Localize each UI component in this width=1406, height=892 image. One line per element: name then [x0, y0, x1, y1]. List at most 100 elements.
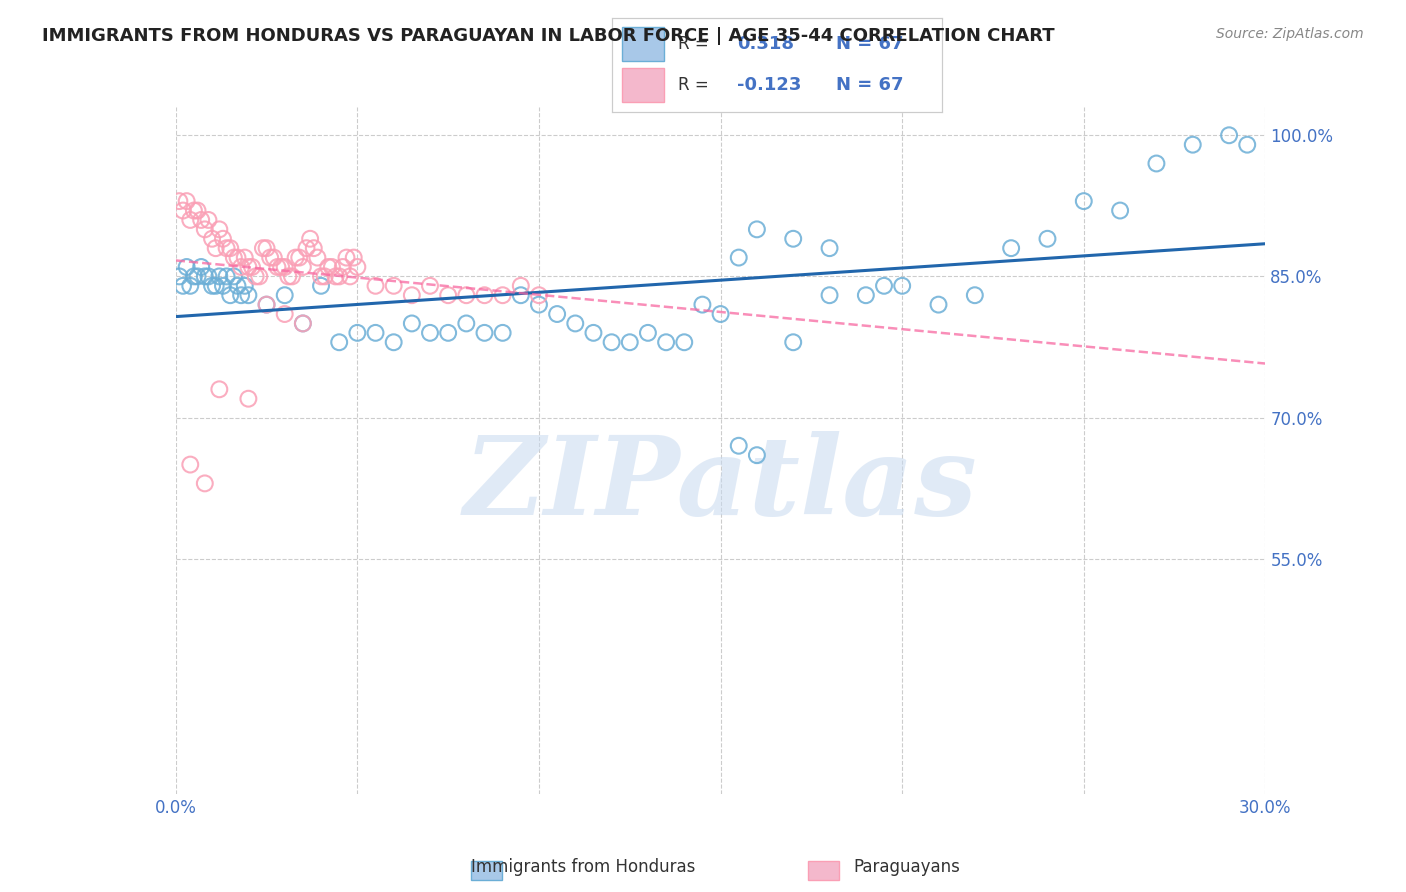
Text: IMMIGRANTS FROM HONDURAS VS PARAGUAYAN IN LABOR FORCE | AGE 35-44 CORRELATION CH: IMMIGRANTS FROM HONDURAS VS PARAGUAYAN I… [42, 27, 1054, 45]
Point [963, 288, 986, 302]
Point [281, 269, 304, 284]
Point [1146, 156, 1168, 170]
Point [208, 382, 231, 396]
Point [873, 278, 896, 293]
Point [215, 241, 238, 255]
Point [169, 194, 191, 208]
Point [727, 439, 749, 453]
Point [456, 288, 478, 302]
FancyBboxPatch shape [621, 69, 665, 103]
Point [456, 317, 478, 331]
Point [186, 203, 209, 218]
Point [238, 260, 260, 274]
Point [321, 260, 343, 274]
Text: N = 67: N = 67 [837, 77, 904, 95]
Point [314, 269, 336, 284]
Point [928, 298, 950, 312]
Point [197, 269, 219, 284]
Point [259, 251, 281, 265]
Point [546, 307, 568, 321]
Point [263, 251, 285, 265]
Text: N = 67: N = 67 [837, 35, 904, 53]
Point [309, 269, 332, 284]
Point [745, 222, 768, 236]
Point [179, 213, 201, 227]
Point [727, 251, 749, 265]
Point [252, 241, 274, 255]
Point [637, 326, 659, 340]
Point [197, 213, 219, 227]
Point [509, 288, 531, 302]
Point [226, 251, 249, 265]
Point [291, 260, 314, 274]
Point [219, 288, 242, 302]
Point [238, 392, 260, 406]
Point [291, 317, 314, 331]
Point [364, 278, 387, 293]
Point [309, 278, 332, 293]
Point [215, 269, 238, 284]
Point [247, 269, 270, 284]
Point [335, 251, 357, 265]
Point [183, 269, 205, 284]
Point [266, 260, 288, 274]
Text: Paraguayans: Paraguayans [853, 858, 960, 876]
Point [219, 241, 242, 255]
Point [172, 278, 194, 293]
Point [201, 278, 224, 293]
Point [782, 232, 804, 246]
Point [364, 326, 387, 340]
Point [291, 317, 314, 331]
Point [194, 476, 217, 491]
Point [226, 278, 249, 293]
Point [745, 448, 768, 462]
Point [582, 326, 605, 340]
Point [222, 269, 245, 284]
Point [437, 288, 460, 302]
Point [527, 298, 550, 312]
Point [186, 269, 209, 284]
Point [401, 317, 423, 331]
Point [619, 335, 641, 350]
Point [274, 307, 297, 321]
Point [1218, 128, 1240, 143]
Point [328, 335, 350, 350]
Text: 0.318: 0.318 [737, 35, 794, 53]
FancyBboxPatch shape [621, 28, 665, 61]
Point [818, 288, 841, 302]
Point [343, 251, 366, 265]
Point [492, 288, 515, 302]
Point [1109, 203, 1132, 218]
Point [818, 241, 841, 255]
Point [382, 335, 405, 350]
Point [382, 278, 405, 293]
Point [233, 251, 256, 265]
Point [245, 269, 267, 284]
Point [277, 269, 299, 284]
Point [212, 232, 235, 246]
Point [240, 260, 263, 274]
Text: R =: R = [678, 77, 709, 95]
Point [179, 278, 201, 293]
Point [655, 335, 678, 350]
Point [256, 298, 278, 312]
Text: -0.123: -0.123 [737, 77, 801, 95]
Point [782, 335, 804, 350]
Point [710, 307, 733, 321]
Point [176, 260, 198, 274]
Point [527, 288, 550, 302]
Point [274, 288, 297, 302]
Point [318, 260, 340, 274]
Point [855, 288, 877, 302]
Point [346, 326, 368, 340]
Point [204, 241, 226, 255]
Point [288, 251, 311, 265]
Point [299, 232, 322, 246]
Point [274, 260, 297, 274]
Point [176, 194, 198, 208]
Text: ZIPatlas: ZIPatlas [464, 431, 977, 539]
Text: Immigrants from Honduras: Immigrants from Honduras [471, 858, 696, 876]
Text: R =: R = [678, 35, 709, 53]
Point [231, 288, 253, 302]
Point [328, 269, 350, 284]
